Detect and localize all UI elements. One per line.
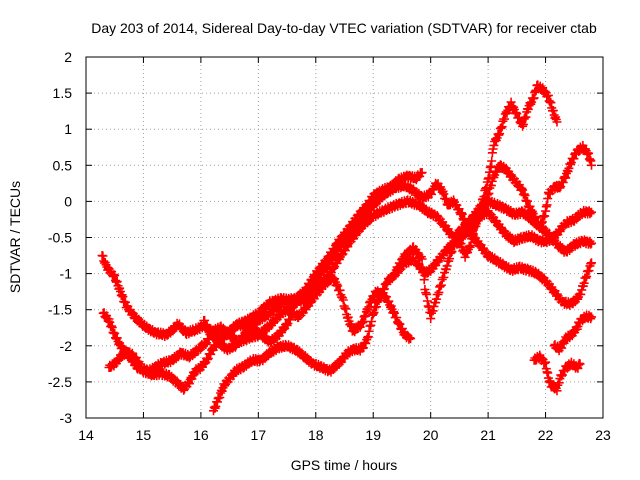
x-tick-label: 17 bbox=[251, 427, 267, 443]
x-tick-label: 18 bbox=[308, 427, 324, 443]
series-markers-track-9 bbox=[549, 310, 596, 356]
y-tick-label: -0.5 bbox=[48, 230, 72, 246]
series-track-8 bbox=[529, 350, 585, 396]
series-track-9 bbox=[549, 310, 596, 356]
y-tick-label: -2.5 bbox=[48, 374, 72, 390]
x-axis-label: GPS time / hours bbox=[291, 457, 398, 473]
y-axis-label: SDTVAR / TECUs bbox=[7, 181, 23, 293]
y-tick-label: 0.5 bbox=[53, 157, 73, 173]
axis-ticks: 14 15 16 17 18 19 20 21 22 23-3-2.5-2-1.5-1-0.500… bbox=[48, 49, 611, 443]
y-tick-label: 2 bbox=[64, 49, 72, 65]
series-track-5 bbox=[199, 272, 416, 356]
series-markers-track-5 bbox=[199, 272, 416, 356]
y-tick-label: -2 bbox=[60, 338, 73, 354]
x-tick-label: 20 bbox=[423, 427, 439, 443]
chart-title: Day 203 of 2014, Sidereal Day-to-day VTE… bbox=[91, 20, 597, 36]
series-markers-track-7 bbox=[466, 141, 596, 239]
y-tick-label: 1 bbox=[64, 121, 72, 137]
series-track-7 bbox=[466, 141, 596, 239]
y-tick-label: -1.5 bbox=[48, 302, 72, 318]
x-tick-label: 14 bbox=[78, 427, 94, 443]
y-tick-label: -3 bbox=[60, 410, 73, 426]
x-tick-label: 19 bbox=[365, 427, 381, 443]
x-tick-label: 15 bbox=[136, 427, 152, 443]
y-tick-label: -1 bbox=[60, 266, 73, 282]
x-tick-label: 21 bbox=[480, 427, 496, 443]
x-tick-label: 23 bbox=[595, 427, 611, 443]
x-tick-label: 22 bbox=[538, 427, 554, 443]
y-tick-label: 1.5 bbox=[53, 85, 73, 101]
y-tick-label: 0 bbox=[64, 193, 72, 209]
data-marks bbox=[97, 80, 596, 416]
x-tick-label: 16 bbox=[193, 427, 209, 443]
series-markers-track-8 bbox=[529, 350, 585, 396]
